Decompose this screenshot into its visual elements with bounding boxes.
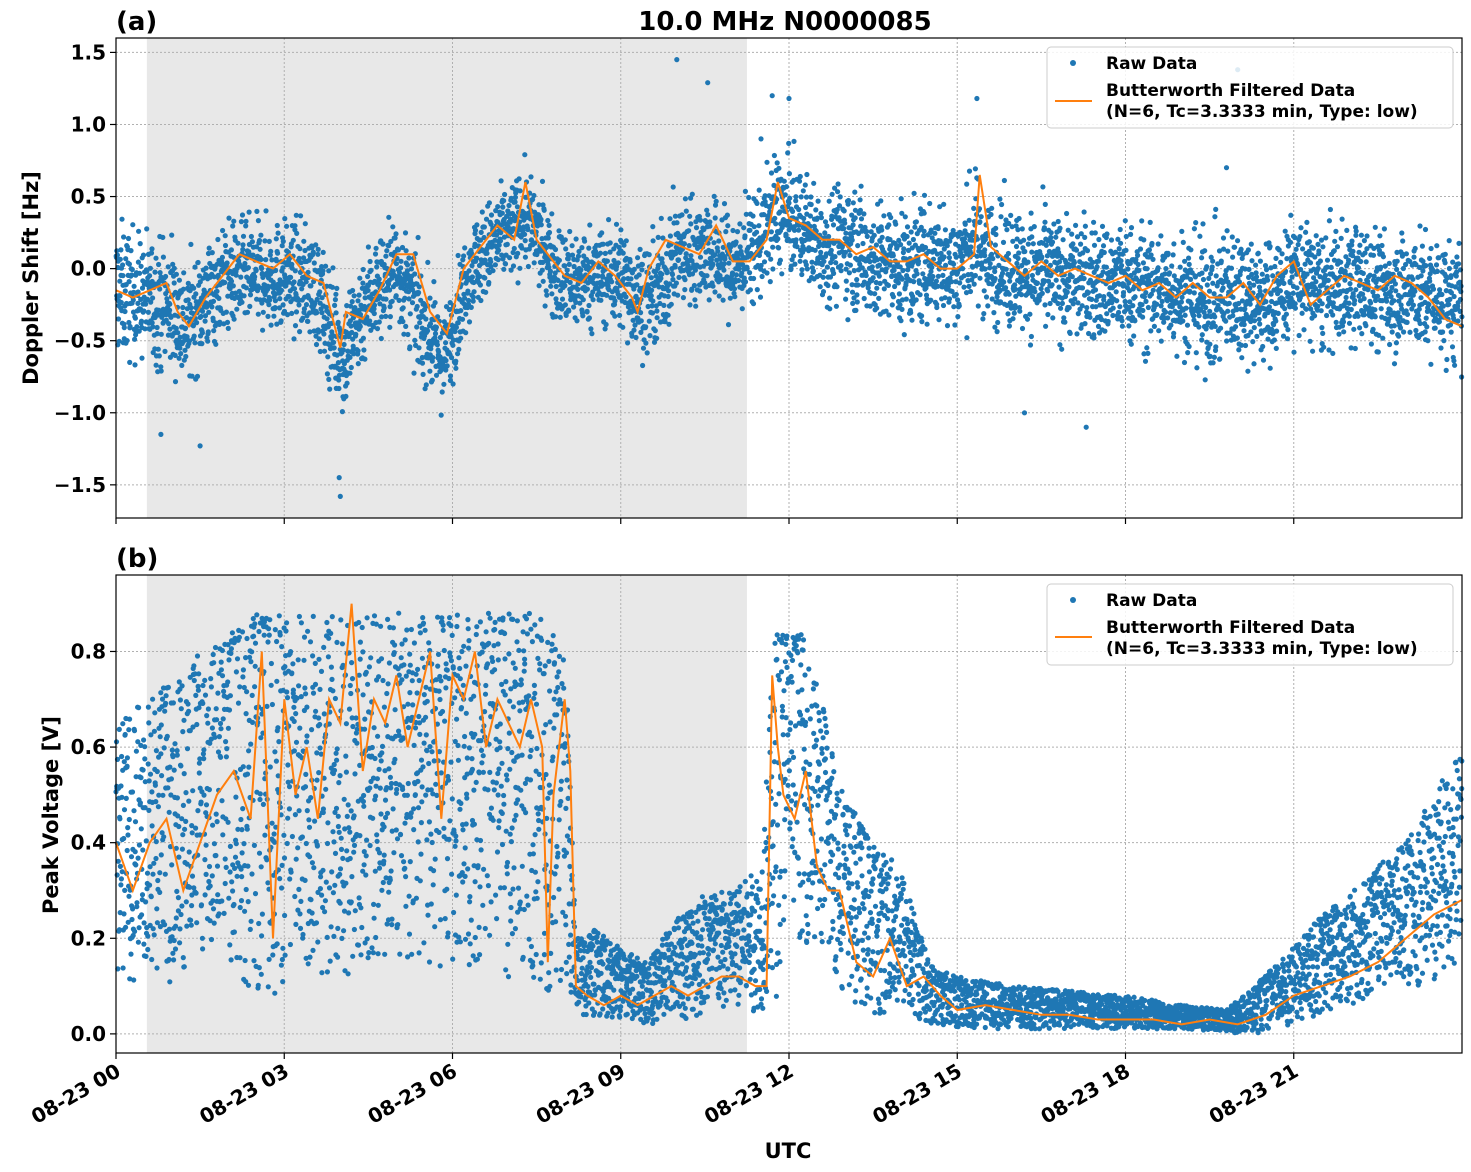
voltage-legend-box <box>1046 583 1454 666</box>
voltage-y-axis-label: Peak Voltage [V] <box>39 716 63 914</box>
y-tick-label: 0.8 <box>71 639 106 663</box>
doppler-y-ticks: −1.5 −1.0 −0.5 0.0 0.5 1.0 1.5 <box>54 40 116 497</box>
y-tick-label: −1.0 <box>54 401 106 425</box>
voltage-legend-raw-label: Raw Data <box>1106 591 1197 611</box>
voltage-filtered-line <box>115 603 1463 1026</box>
voltage-legend-filtered-params: (N=6, Tc=3.3333 min, Type: low) <box>1106 639 1418 659</box>
doppler-legend: Raw Data Butterworth Filtered Data (N=6,… <box>1046 46 1454 129</box>
doppler-legend-raw-marker <box>1070 60 1076 66</box>
y-tick-label: 0.5 <box>71 185 106 209</box>
panel-a-label: (a) <box>116 7 157 37</box>
doppler-legend-filtered-params: (N=6, Tc=3.3333 min, Type: low) <box>1106 102 1418 122</box>
y-tick-label: 1.5 <box>71 40 106 64</box>
doppler-x-ticks <box>115 518 1295 524</box>
doppler-legend-raw-label: Raw Data <box>1106 54 1197 74</box>
panel-b-label: (b) <box>116 544 158 574</box>
voltage-legend-raw-marker <box>1070 597 1076 603</box>
y-tick-label: 0.6 <box>71 735 106 759</box>
voltage-raw-scatter <box>113 610 1465 1036</box>
y-tick-label: 0.4 <box>71 831 106 855</box>
voltage-y-ticks: 0.0 0.2 0.4 0.6 0.8 <box>71 639 116 1046</box>
doppler-legend-filtered-label: Butterworth Filtered Data <box>1106 81 1355 101</box>
doppler-raw-scatter <box>113 56 1465 499</box>
doppler-legend-box <box>1046 46 1454 129</box>
doppler-y-axis-label: Doppler Shift [Hz] <box>19 171 43 385</box>
doppler-filtered-line <box>115 174 1463 349</box>
y-tick-label: −0.5 <box>54 329 106 353</box>
y-tick-label: 1.0 <box>71 112 106 136</box>
raw-data-points <box>113 56 1465 499</box>
voltage-legend-filtered-label: Butterworth Filtered Data <box>1106 618 1355 638</box>
y-tick-label: 0.0 <box>71 1022 106 1046</box>
doppler-panel: −1.5 −1.0 −0.5 0.0 0.5 1.0 1.5 (a) 10.0 MHz N0… <box>19 7 1465 524</box>
y-tick-label: 0.0 <box>71 257 106 281</box>
figure-title: 10.0 MHz N0000085 <box>638 7 931 37</box>
y-tick-label: −1.5 <box>54 473 106 497</box>
voltage-legend: Raw Data Butterworth Filtered Data (N=6,… <box>1046 583 1454 666</box>
y-tick-label: 0.2 <box>71 926 106 950</box>
raw-data-points <box>113 610 1465 1036</box>
x-axis-label: UTC <box>765 1139 812 1163</box>
